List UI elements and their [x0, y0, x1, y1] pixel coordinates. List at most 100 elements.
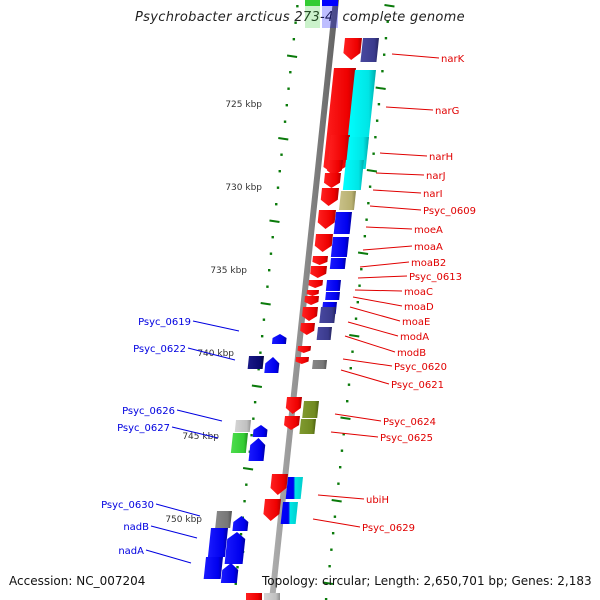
outer-tick-major — [357, 251, 369, 255]
gene-label-moaE[interactable]: moaE — [402, 317, 430, 328]
cds-moeA[interactable] — [317, 210, 336, 229]
label-connector — [391, 53, 440, 59]
gene-label-Psyc_0626[interactable]: Psyc_0626 — [122, 406, 175, 417]
cog-moaA[interactable] — [330, 237, 349, 257]
gene-label-moeA[interactable]: moeA — [414, 225, 443, 236]
outer-tick — [372, 152, 375, 155]
cds-nadB[interactable] — [224, 532, 246, 564]
cog-narJ[interactable] — [342, 160, 364, 190]
cog-nadB[interactable] — [207, 528, 228, 557]
cog-Psyc_0609[interactable] — [338, 191, 356, 210]
cog-narG[interactable] — [346, 70, 376, 150]
cog-Psyc_0627[interactable] — [230, 433, 248, 453]
cds-moaE[interactable] — [304, 296, 319, 305]
gene-label-Psyc_0625[interactable]: Psyc_0625 — [380, 433, 433, 444]
gene-label-Psyc_0613[interactable]: Psyc_0613 — [409, 272, 462, 283]
cog-moeA[interactable] — [333, 212, 352, 234]
cog-modB[interactable] — [316, 327, 332, 340]
scale-label: 730 kbp — [225, 183, 262, 193]
cds-moaD[interactable] — [306, 290, 319, 296]
gene-label-nadB[interactable]: nadB — [123, 522, 149, 533]
cds-moaC[interactable] — [308, 280, 323, 288]
outer-tick — [382, 53, 386, 56]
cog-Psyc_0622[interactable] — [247, 356, 264, 369]
cog-moaC[interactable] — [325, 280, 341, 291]
gene-label-narJ[interactable]: narJ — [426, 171, 446, 182]
gene-label-moaB2[interactable]: moaB2 — [411, 258, 446, 269]
cds-Psyc_0620[interactable] — [297, 346, 311, 353]
gene-label-moaC[interactable]: moaC — [404, 287, 433, 298]
cog-Psyc_0625[interactable] — [299, 419, 316, 434]
gene-label-Psyc_0627[interactable]: Psyc_0627 — [117, 423, 170, 434]
cog-Psyc_0624[interactable] — [302, 401, 319, 418]
cds-nadA[interactable] — [220, 563, 239, 583]
cog-Psyc_0626[interactable] — [234, 420, 251, 432]
cds-Psyc_0624[interactable] — [285, 397, 302, 414]
gene-label-Psyc_0620[interactable]: Psyc_0620 — [394, 362, 447, 373]
inner-tick-major — [251, 384, 263, 388]
cds-Psyc_0629[interactable] — [263, 499, 281, 521]
forward-labels: narK narG narH narJ narI Psyc_0609 moeA moaA moa… — [312, 53, 476, 534]
outer-tick-major — [375, 86, 386, 90]
cds-moaA[interactable] — [314, 234, 333, 252]
cog-modA[interactable] — [319, 307, 336, 323]
cog-Psyc_0621[interactable] — [312, 360, 327, 369]
cds-narI[interactable] — [323, 173, 341, 188]
gene-label-Psyc_0621[interactable]: Psyc_0621 — [391, 380, 444, 391]
cog-narK[interactable] — [360, 38, 379, 62]
inner-tick — [239, 533, 243, 536]
cds-modA[interactable] — [302, 307, 318, 321]
cog-Psyc_0629[interactable] — [280, 502, 298, 524]
topology-text: Topology: circular; Length: 2,650,701 bp… — [262, 574, 592, 588]
cog-moaD[interactable] — [325, 292, 340, 300]
scale-label: 735 kbp — [210, 266, 247, 276]
gene-label-moaD[interactable]: moaD — [404, 302, 434, 313]
gene-label-Psyc_0624[interactable]: Psyc_0624 — [383, 417, 436, 428]
cds-Psyc_0622[interactable] — [264, 357, 280, 373]
label-connector — [312, 518, 361, 528]
cds-moaB2[interactable] — [312, 256, 328, 265]
label-connector — [317, 494, 365, 500]
gene-label-nadA[interactable]: nadA — [118, 546, 144, 557]
cds-Psyc_0625[interactable] — [284, 416, 300, 430]
gene-label-Psyc_0630[interactable]: Psyc_0630 — [101, 500, 154, 511]
cds-Psyc_0627[interactable] — [248, 438, 266, 461]
gene-label-modA[interactable]: modA — [400, 332, 429, 343]
cog-ubiH[interactable] — [285, 477, 303, 499]
gene-label-Psyc_0619[interactable]: Psyc_0619 — [138, 317, 191, 328]
inner-tick — [260, 335, 264, 338]
cds-Psyc_0621[interactable] — [295, 357, 309, 364]
cds-narJ[interactable] — [326, 160, 343, 176]
label-connector — [347, 321, 399, 337]
cds-top-green — [305, 0, 320, 6]
outer-tick — [331, 532, 335, 535]
label-connector — [334, 413, 382, 422]
cog-moaB2[interactable] — [329, 258, 346, 269]
gene-label-Psyc_0622[interactable]: Psyc_0622 — [133, 344, 186, 355]
inner-tick — [245, 483, 248, 486]
gene-label-ubiH[interactable]: ubiH — [366, 495, 389, 506]
gene-label-modB[interactable]: modB — [397, 348, 426, 359]
gene-label-narH[interactable]: narH — [429, 152, 453, 163]
cds-Psyc_0619[interactable] — [271, 334, 287, 344]
cds-ubiH[interactable] — [270, 474, 288, 495]
outer-tick — [346, 400, 349, 403]
gene-label-narI[interactable]: narI — [423, 189, 443, 200]
cds-modB[interactable] — [300, 323, 315, 335]
gene-label-moaA[interactable]: moaA — [414, 242, 443, 253]
gene-label-narG[interactable]: narG — [435, 106, 459, 117]
outer-tick — [365, 218, 368, 221]
cds-Psyc_0609[interactable] — [320, 188, 339, 206]
gene-label-Psyc_0629[interactable]: Psyc_0629 — [362, 523, 415, 534]
label-connector — [187, 347, 236, 361]
cds-Psyc_0613[interactable] — [310, 266, 327, 278]
cog-Psyc_0630[interactable] — [215, 511, 232, 528]
gene-label-narK[interactable]: narK — [441, 54, 465, 65]
outer-tick — [349, 367, 352, 370]
cds-Psyc_0626[interactable] — [252, 425, 268, 437]
gene-label-Psyc_0609[interactable]: Psyc_0609 — [423, 206, 476, 217]
cds-narK[interactable] — [343, 38, 362, 60]
cog-nadA[interactable] — [203, 557, 223, 579]
cds-Psyc_0630[interactable] — [232, 516, 249, 531]
features — [203, 38, 379, 583]
